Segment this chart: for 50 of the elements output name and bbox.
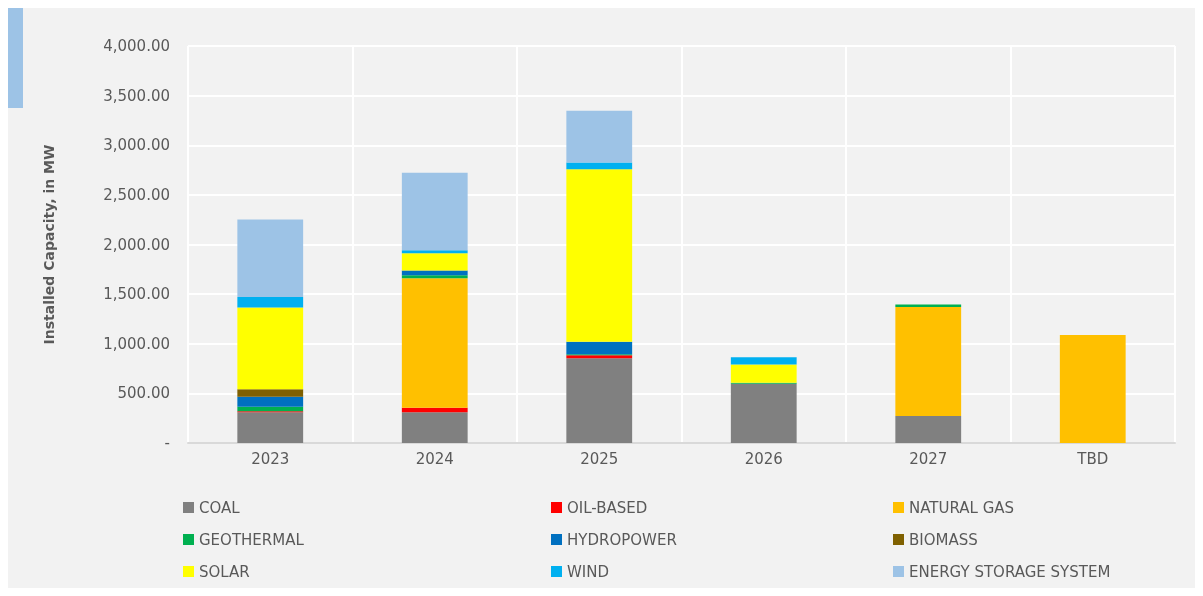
bar (730, 357, 797, 365)
y-tick-label: - (164, 434, 170, 452)
bar (401, 275, 468, 279)
bar (401, 172, 468, 251)
bar (401, 407, 468, 413)
bar (237, 396, 304, 407)
bar (401, 278, 468, 408)
bar (730, 364, 797, 383)
bar (566, 169, 633, 342)
x-tick-label: 2024 (415, 449, 454, 468)
x-tick-label: 2026 (744, 449, 783, 468)
bar (730, 383, 797, 443)
bar (237, 219, 304, 297)
legend-label: SOLAR (199, 562, 250, 581)
bar (1059, 334, 1126, 443)
bar (401, 412, 468, 443)
y-tick-label: 3,500.00 (103, 86, 170, 105)
bar (566, 358, 633, 443)
bar (237, 406, 304, 412)
bar (237, 296, 304, 308)
bar (237, 412, 304, 443)
y-tick-label: 1,000.00 (103, 334, 170, 353)
y-axis-title: Installed Capacity, in MW (41, 144, 57, 345)
bar (566, 110, 633, 163)
x-tick-label: TBD (1076, 449, 1109, 468)
bar (895, 306, 962, 416)
legend-label: COAL (199, 498, 241, 517)
x-tick-label: 2025 (580, 449, 619, 468)
legend-label: HYDROPOWER (567, 530, 677, 549)
bar (566, 341, 633, 355)
bar (895, 304, 962, 307)
legend-label: WIND (567, 562, 610, 581)
y-tick-label: 500.00 (117, 384, 170, 403)
legend-label: NATURAL GAS (909, 498, 1015, 517)
x-tick-label: 2027 (909, 449, 948, 468)
bar (895, 415, 962, 443)
y-tick-label: 2,000.00 (103, 235, 170, 254)
legend-label: BIOMASS (909, 530, 978, 549)
x-tick-label: 2023 (251, 449, 290, 468)
legend-label: ENERGY STORAGE SYSTEM (909, 562, 1111, 581)
bar (237, 389, 304, 397)
bar (237, 307, 304, 390)
bar (401, 253, 468, 271)
bar (401, 250, 468, 254)
y-tick-label: 2,500.00 (103, 185, 170, 204)
y-tick-label: 1,500.00 (103, 285, 170, 304)
legend-label: OIL-BASED (567, 498, 648, 517)
y-tick-label: 4,000.00 (103, 37, 170, 55)
legend-label: GEOTHERMAL (199, 530, 305, 549)
y-tick-label: 3,000.00 (103, 136, 170, 155)
